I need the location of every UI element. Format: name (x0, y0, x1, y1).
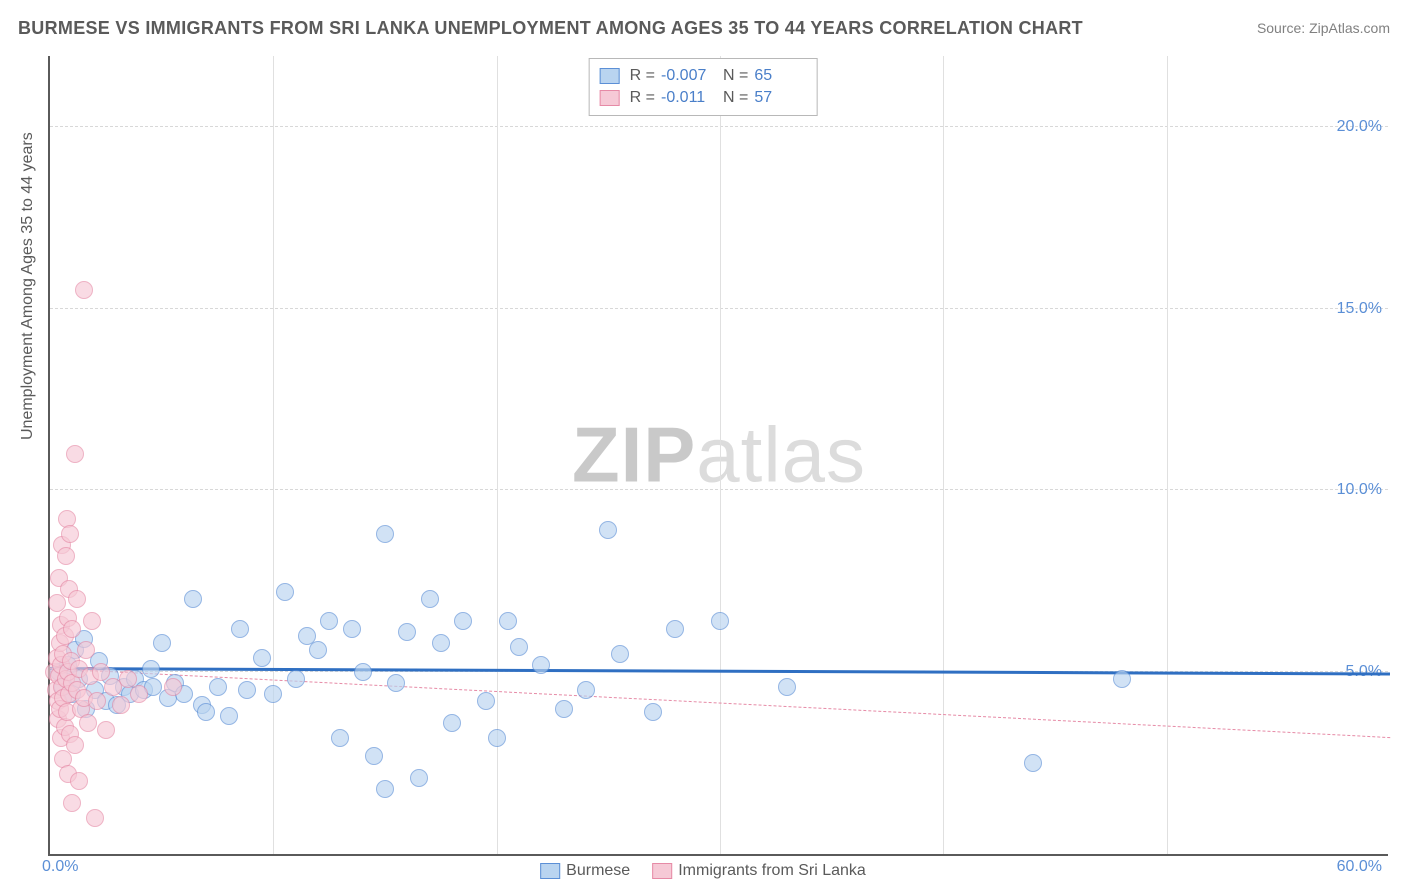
chart-title: BURMESE VS IMMIGRANTS FROM SRI LANKA UNE… (18, 18, 1083, 39)
data-point (510, 638, 528, 656)
data-point (238, 681, 256, 699)
r-label: R = (630, 65, 655, 87)
data-point (365, 747, 383, 765)
data-point (70, 772, 88, 790)
gridline-h (50, 489, 1388, 490)
legend-swatch (540, 863, 560, 879)
data-point (112, 696, 130, 714)
data-point (61, 525, 79, 543)
r-label: R = (630, 87, 655, 109)
legend-item: Burmese (540, 862, 630, 880)
data-point (477, 692, 495, 710)
data-point (264, 685, 282, 703)
legend-row: R = -0.011 N = 57 (600, 87, 807, 109)
data-point (532, 656, 550, 674)
data-point (778, 678, 796, 696)
data-point (197, 703, 215, 721)
data-point (88, 692, 106, 710)
gridline-v (943, 56, 944, 854)
gridline-v (1167, 56, 1168, 854)
data-point (488, 729, 506, 747)
r-value: -0.007 (661, 65, 713, 87)
legend-row: R = -0.007 N = 65 (600, 65, 807, 87)
gridline-v (720, 56, 721, 854)
watermark: ZIPatlas (572, 410, 866, 501)
data-point (398, 623, 416, 641)
data-point (410, 769, 428, 787)
n-label: N = (723, 87, 748, 109)
y-tick-label: 20.0% (1337, 118, 1382, 136)
data-point (66, 736, 84, 754)
data-point (231, 620, 249, 638)
data-point (309, 641, 327, 659)
data-point (209, 678, 227, 696)
data-point (220, 707, 238, 725)
r-value: -0.011 (661, 87, 713, 109)
legend-swatch (652, 863, 672, 879)
n-value: 57 (754, 87, 806, 109)
data-point (276, 583, 294, 601)
x-axis-origin-label: 0.0% (42, 858, 78, 876)
data-point (555, 700, 573, 718)
x-axis-max-label: 60.0% (1337, 858, 1382, 876)
data-point (164, 678, 182, 696)
data-point (666, 620, 684, 638)
gridline-h (50, 126, 1388, 127)
y-tick-label: 15.0% (1337, 300, 1382, 318)
y-axis-label: Unemployment Among Ages 35 to 44 years (19, 132, 37, 440)
source-attribution: Source: ZipAtlas.com (1257, 20, 1390, 36)
data-point (63, 620, 81, 638)
correlation-legend: R = -0.007 N = 65 R = -0.011 N = 57 (589, 58, 818, 116)
data-point (443, 714, 461, 732)
data-point (577, 681, 595, 699)
data-point (75, 281, 93, 299)
data-point (711, 612, 729, 630)
data-point (320, 612, 338, 630)
watermark-zip: ZIP (572, 411, 696, 499)
data-point (68, 590, 86, 608)
data-point (77, 641, 95, 659)
data-point (376, 780, 394, 798)
legend-label: Burmese (566, 862, 630, 880)
data-point (287, 670, 305, 688)
data-point (644, 703, 662, 721)
data-point (432, 634, 450, 652)
data-point (611, 645, 629, 663)
gridline-v (273, 56, 274, 854)
data-point (63, 794, 81, 812)
legend-swatch (600, 68, 620, 84)
data-point (97, 721, 115, 739)
data-point (184, 590, 202, 608)
n-label: N = (723, 65, 748, 87)
data-point (79, 714, 97, 732)
data-point (153, 634, 171, 652)
data-point (354, 663, 372, 681)
data-point (499, 612, 517, 630)
data-point (253, 649, 271, 667)
data-point (454, 612, 472, 630)
data-point (387, 674, 405, 692)
legend-swatch (600, 90, 620, 106)
data-point (343, 620, 361, 638)
data-point (86, 809, 104, 827)
data-point (57, 547, 75, 565)
data-point (599, 521, 617, 539)
data-point (376, 525, 394, 543)
data-point (331, 729, 349, 747)
y-tick-label: 10.0% (1337, 481, 1382, 499)
data-point (130, 685, 148, 703)
data-point (66, 445, 84, 463)
data-point (1024, 754, 1042, 772)
gridline-h (50, 308, 1388, 309)
data-point (142, 660, 160, 678)
data-point (83, 612, 101, 630)
series-legend: Burmese Immigrants from Sri Lanka (540, 862, 866, 880)
scatter-plot: ZIPatlas 0.0% 60.0% 5.0%10.0%15.0%20.0% (48, 56, 1388, 856)
legend-label: Immigrants from Sri Lanka (678, 862, 866, 880)
data-point (1113, 670, 1131, 688)
legend-item: Immigrants from Sri Lanka (652, 862, 866, 880)
watermark-atlas: atlas (696, 411, 866, 499)
data-point (421, 590, 439, 608)
n-value: 65 (754, 65, 806, 87)
